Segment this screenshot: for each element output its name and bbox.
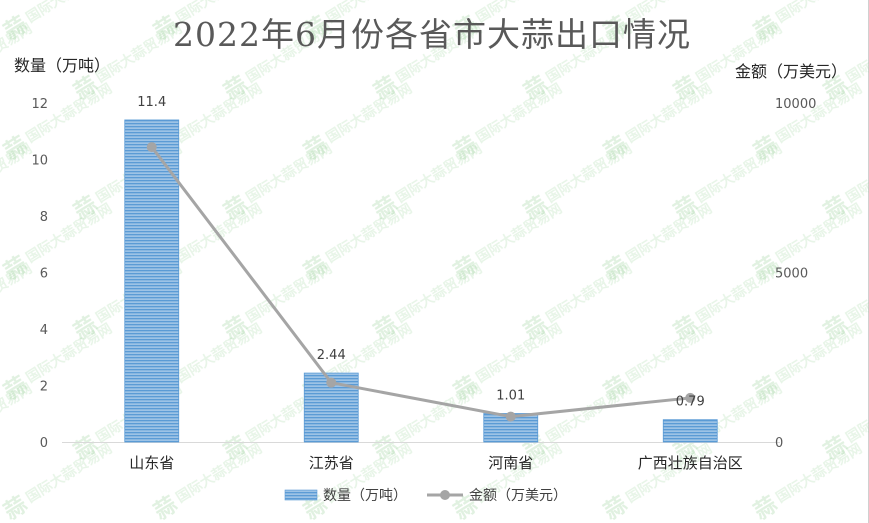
- watermark-text: 国际大蒜贸易网: [473, 200, 565, 266]
- watermark-text: 国际大蒜贸易网: [23, 320, 115, 386]
- watermark-text: 国际大蒜贸易网: [773, 200, 865, 266]
- watermark-text: 国际大蒜贸易网: [473, 80, 565, 146]
- line-series: [146, 142, 696, 422]
- watermark-text: 国际大蒜贸易网: [23, 200, 115, 266]
- left-tick-label: 12: [31, 97, 48, 112]
- watermark-text: 国际大蒜贸易网: [773, 0, 865, 26]
- legend-bar-swatch: [284, 489, 318, 501]
- watermark-text: 国际大蒜贸易网: [393, 380, 485, 446]
- amount-point: [146, 142, 157, 153]
- watermark-text: 国际大蒜贸易网: [23, 440, 115, 506]
- bar-series: [124, 119, 718, 443]
- watermark-text: 国际大蒜贸易网: [243, 140, 335, 206]
- right-tick-label: 5000: [775, 267, 808, 282]
- watermark-text: 国际大蒜贸易网: [623, 80, 715, 146]
- bar-data-label: 2.44: [317, 348, 346, 363]
- left-tick-label: 4: [40, 323, 48, 338]
- x-category-label: 广西壮族自治区: [638, 454, 743, 472]
- bar-data-label: 0.79: [676, 395, 705, 410]
- watermark-text: 国际大蒜贸易网: [843, 260, 869, 326]
- watermark-text: 国际大蒜贸易网: [773, 320, 865, 386]
- amount-point: [326, 377, 337, 388]
- bar: [662, 419, 718, 443]
- x-category-label: 山东省: [129, 454, 174, 472]
- watermark-text: 国际大蒜贸易网: [173, 80, 265, 146]
- watermark-text: 国际大蒜贸易网: [773, 80, 865, 146]
- watermark-text: 国际大蒜贸易网: [173, 320, 265, 386]
- watermark-text: 国际大蒜贸易网: [843, 380, 869, 446]
- bar: [483, 413, 539, 443]
- legend-line-label: 金额（万美元）: [469, 488, 567, 504]
- watermark-text: 国际大蒜贸易网: [693, 260, 785, 326]
- watermark-text: 国际大蒜贸易网: [243, 260, 335, 326]
- bar: [124, 119, 180, 443]
- left-tick-label: 0: [40, 436, 48, 451]
- watermark-text: 国际大蒜贸易网: [323, 200, 415, 266]
- watermark-text: 国际大蒜贸易网: [693, 140, 785, 206]
- left-tick-label: 8: [40, 210, 48, 225]
- watermark-text: 国际大蒜贸易网: [93, 20, 185, 86]
- watermark-text: 国际大蒜贸易网: [393, 260, 485, 326]
- x-category-label: 江苏省: [309, 454, 354, 472]
- watermark-text: 国际大蒜贸易网: [843, 140, 869, 206]
- watermark-text: 国际大蒜贸易网: [323, 80, 415, 146]
- watermark-text: 国际大蒜贸易网: [543, 260, 635, 326]
- left-tick-label: 6: [40, 267, 48, 282]
- bar-data-label: 1.01: [496, 388, 525, 403]
- watermark-text: 国际大蒜贸易网: [473, 320, 565, 386]
- watermark-text: 国际大蒜贸易网: [173, 440, 265, 506]
- watermark-text: 国际大蒜贸易网: [623, 440, 715, 506]
- amount-point: [685, 392, 696, 403]
- data-labels: 11.4 2.44 1.01 0.79: [137, 95, 704, 410]
- chart-title: 2022年6月份各省市大蒜出口情况: [173, 15, 691, 54]
- right-tick-label: 0: [775, 436, 783, 451]
- watermark-text: 国际大蒜贸易网: [623, 200, 715, 266]
- amount-line: [150, 146, 691, 419]
- watermark-text: 国际大蒜贸易网: [393, 140, 485, 206]
- legend-bar-label: 数量（万吨）: [323, 488, 407, 504]
- left-tick-label: 2: [40, 380, 48, 395]
- watermark-text: 国际大蒜贸易网: [23, 80, 115, 146]
- watermark-text: 国际大蒜贸易网: [23, 0, 115, 26]
- watermark-text: 国际大蒜贸易网: [623, 320, 715, 386]
- axes-group: 0 2 4 6 8 10 12 0 5000 10000 山东省 江苏省 河南省 广西壮族自治区: [31, 97, 816, 472]
- watermark-text: 国际大蒜贸易网: [773, 440, 865, 506]
- x-category-label: 河南省: [488, 454, 533, 472]
- legend: 数量（万吨） 金额（万美元）: [284, 488, 567, 504]
- right-axis-title: 金额（万美元）: [735, 62, 847, 81]
- legend-line-marker: [440, 490, 450, 500]
- left-axis-title: 数量（万吨）: [14, 56, 110, 75]
- left-tick-label: 10: [31, 154, 48, 169]
- right-tick-label: 10000: [775, 97, 816, 112]
- watermark-text: 国际大蒜贸易网: [543, 140, 635, 206]
- bar-data-label: 11.4: [137, 95, 166, 110]
- amount-point: [505, 411, 516, 422]
